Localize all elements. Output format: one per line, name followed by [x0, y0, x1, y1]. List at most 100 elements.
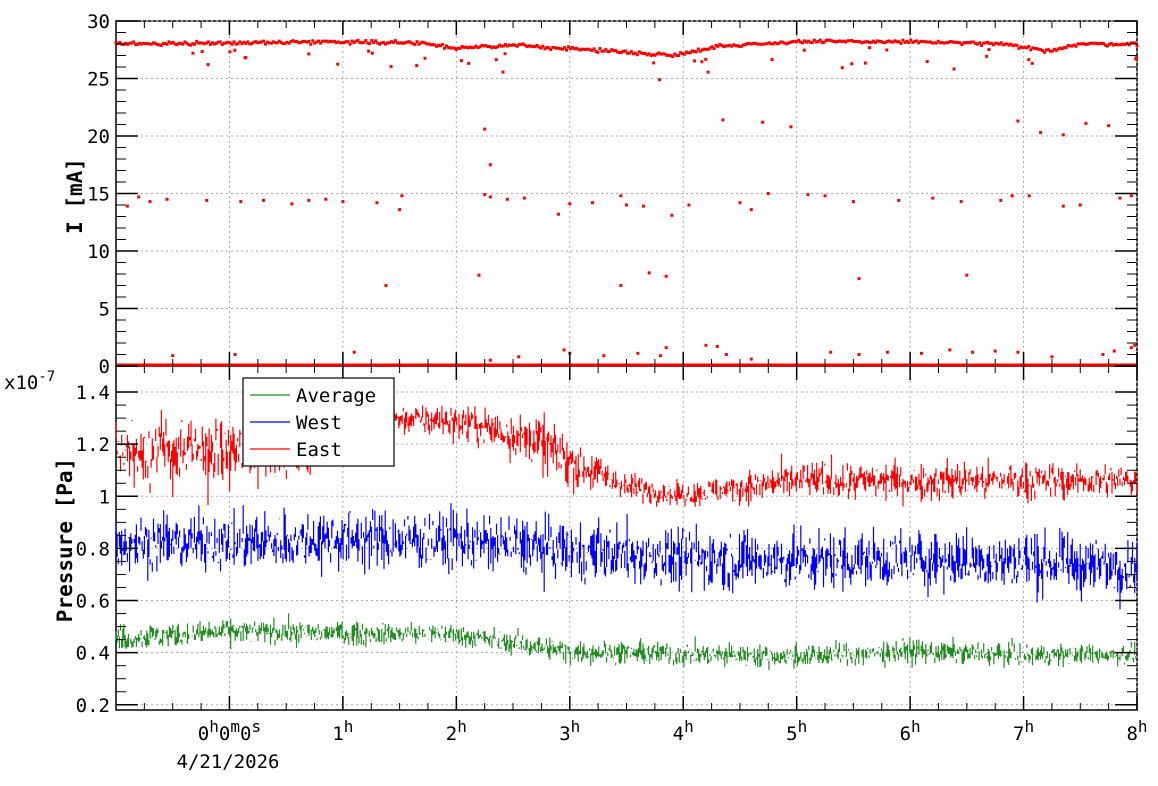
current-point	[206, 40, 210, 44]
current-outlier-point	[290, 202, 294, 206]
current-point	[940, 41, 944, 45]
current-point	[604, 48, 608, 52]
current-point	[1035, 47, 1039, 51]
current-point	[362, 40, 366, 44]
current-point	[543, 47, 547, 51]
current-y-tick-label: 20	[87, 126, 110, 148]
current-point	[1066, 43, 1070, 47]
current-point	[267, 41, 271, 45]
current-point	[740, 44, 744, 48]
current-outlier-point	[1129, 194, 1133, 198]
current-outlier-point	[1039, 131, 1043, 135]
current-point	[275, 41, 279, 45]
current-point	[789, 40, 793, 44]
current-point	[1086, 42, 1090, 46]
current-point	[260, 40, 264, 44]
pressure-y-tick-label: 0.8	[76, 538, 110, 560]
x-tick-label: 1h	[332, 717, 353, 745]
current-outlier-point	[749, 208, 753, 212]
current-point	[578, 48, 582, 52]
current-point	[1009, 42, 1013, 46]
current-point	[989, 41, 993, 45]
current-point	[1046, 48, 1050, 52]
current-point	[673, 52, 677, 56]
current-point	[706, 70, 710, 74]
current-point	[515, 44, 519, 48]
current-point	[832, 39, 836, 43]
current-point	[547, 46, 551, 50]
current-point	[1129, 41, 1133, 45]
current-point	[1062, 46, 1066, 50]
current-point	[350, 39, 354, 43]
current-point	[374, 39, 378, 43]
legend-label-west: West	[296, 412, 342, 434]
current-point	[501, 70, 505, 74]
current-point	[700, 60, 704, 64]
current-point	[995, 41, 999, 45]
current-point	[864, 40, 868, 44]
current-point	[142, 41, 146, 45]
current-point	[313, 41, 317, 45]
current-point	[505, 44, 509, 48]
current-point	[285, 40, 289, 44]
current-point	[799, 40, 803, 44]
current-point	[189, 43, 193, 47]
current-outlier-point	[590, 201, 594, 205]
current-point	[801, 41, 805, 45]
current-point	[258, 40, 262, 44]
current-outlier-point	[165, 197, 169, 201]
current-point	[1027, 44, 1031, 48]
current-outlier-point	[148, 200, 152, 204]
current-point	[203, 42, 207, 46]
pressure-y-tick-label: 0.2	[76, 695, 110, 717]
current-point	[736, 44, 740, 48]
current-point	[944, 41, 948, 45]
current-point	[681, 52, 685, 56]
current-point	[744, 43, 748, 47]
current-point	[391, 40, 395, 44]
current-point	[356, 38, 360, 42]
current-point	[895, 40, 899, 44]
current-point	[460, 44, 464, 48]
current-point	[738, 44, 742, 48]
current-point	[785, 42, 789, 46]
current-outlier-point	[687, 203, 691, 207]
current-point	[893, 39, 897, 43]
current-point	[246, 40, 250, 44]
current-point	[592, 47, 596, 51]
current-point	[1121, 42, 1125, 46]
current-point	[405, 40, 409, 44]
current-point	[982, 41, 986, 45]
current-point	[767, 41, 771, 45]
current-point	[867, 40, 871, 44]
current-outlier-point	[999, 198, 1003, 202]
current-point	[462, 45, 466, 49]
current-outlier-point	[851, 200, 855, 204]
current-outlier-point	[341, 200, 345, 204]
current-point	[991, 43, 995, 47]
current-point	[1109, 41, 1113, 45]
current-point	[427, 42, 431, 46]
current-outlier-point	[137, 195, 141, 199]
current-point	[1102, 42, 1106, 46]
current-outlier-point	[1129, 346, 1133, 350]
current-point	[419, 41, 423, 45]
current-point	[751, 42, 755, 46]
current-point	[714, 43, 718, 47]
current-point	[303, 39, 307, 43]
current-point	[496, 45, 500, 49]
current-point	[568, 47, 572, 51]
current-point	[608, 49, 612, 53]
current-outlier-point	[1016, 119, 1020, 123]
current-point	[972, 40, 976, 44]
current-point	[665, 53, 669, 57]
current-point	[378, 42, 382, 46]
current-point	[1135, 55, 1139, 59]
current-point	[903, 40, 907, 44]
current-point	[570, 45, 574, 49]
current-point	[173, 42, 177, 46]
current-point	[360, 41, 364, 45]
current-point	[909, 38, 913, 42]
